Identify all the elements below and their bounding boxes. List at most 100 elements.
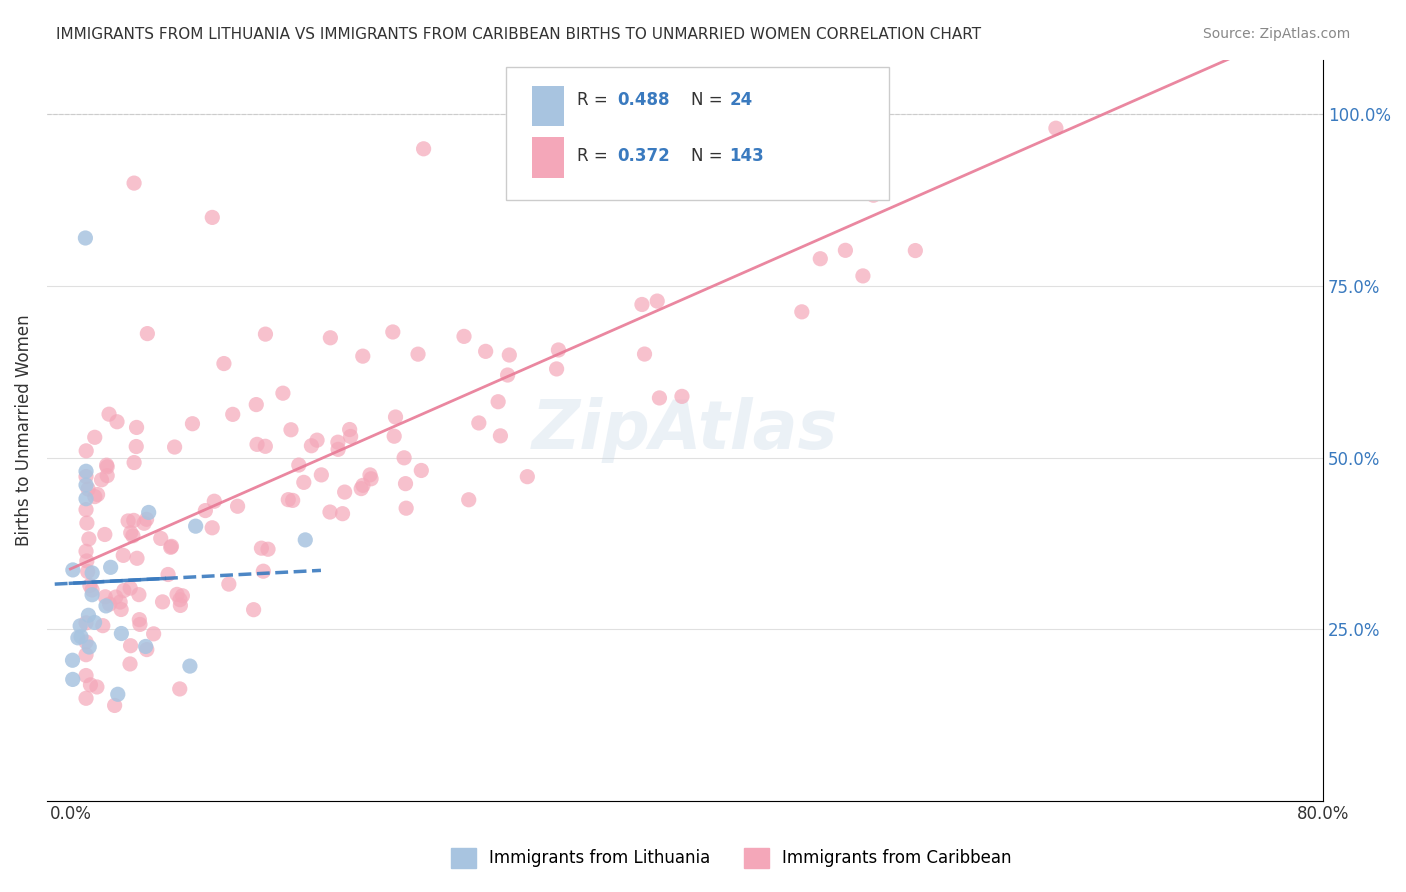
Point [412,142,434,156]
Point [392,450,415,465]
Text: 0.488: 0.488 [617,91,669,110]
Point [496,368,519,382]
Point [90,473,112,487]
Point [83,490,105,504]
Point [80,582,103,597]
Point [808,252,831,266]
Point [142,627,165,641]
Point [222,408,245,422]
Text: IMMIGRANTS FROM LITHUANIA VS IMMIGRANTS FROM CARIBBEAN BIRTHS TO UNMARRIED WOMEN: IMMIGRANTS FROM LITHUANIA VS IMMIGRANTS … [56,27,981,42]
Point [246,437,269,451]
Point [69,619,91,633]
Point [96,468,118,483]
Point [107,687,129,701]
Point [77,532,100,546]
Point [66,631,89,645]
Point [128,588,150,602]
Point [76,516,98,530]
Text: 143: 143 [730,147,765,165]
Point [218,577,240,591]
Point [292,475,315,490]
Point [75,691,97,706]
Point [1045,121,1067,136]
Point [516,469,538,483]
Point [319,331,342,345]
Point [135,642,157,657]
Point [159,541,181,555]
Point [122,529,145,543]
Point [474,344,496,359]
Point [86,487,108,501]
Point [75,668,97,682]
Point [138,505,160,519]
Text: ZipAtlas: ZipAtlas [531,397,838,463]
Text: 24: 24 [730,91,754,110]
Point [122,513,145,527]
Point [257,542,280,557]
Point [179,659,201,673]
Point [122,456,145,470]
Point [122,176,145,190]
Point [311,467,333,482]
Text: R =: R = [576,147,613,165]
Point [83,615,105,630]
Point [117,514,139,528]
Point [381,325,404,339]
Point [70,630,93,644]
Point [468,416,491,430]
Point [326,442,349,457]
Point [77,640,100,654]
Point [112,549,135,563]
Point [333,485,356,500]
Point [226,500,249,514]
Point [852,268,875,283]
Point [91,618,114,632]
Point [457,492,479,507]
Point [118,657,141,671]
Point [62,673,84,687]
Point [645,294,668,309]
Point [184,519,207,533]
Point [75,635,97,649]
Point [359,467,381,482]
Point [80,588,103,602]
Point [252,564,274,578]
Point [86,680,108,694]
Point [82,566,104,580]
Point [75,491,97,506]
Point [212,357,235,371]
Text: R =: R = [576,91,613,110]
Point [100,560,122,574]
Point [254,327,277,342]
Point [76,554,98,568]
Point [453,329,475,343]
Point [766,121,789,136]
Point [486,394,509,409]
Point [83,430,105,444]
Point [169,599,191,613]
Point [75,464,97,478]
Point [129,617,152,632]
Point [75,544,97,558]
Point [62,653,84,667]
Point [98,407,121,421]
Text: 0.372: 0.372 [617,147,671,165]
Point [108,595,131,609]
Point [280,423,302,437]
Point [254,439,277,453]
Point [498,348,520,362]
Point [172,589,194,603]
Point [135,640,157,654]
Point [96,459,118,474]
Point [319,505,342,519]
Point [307,433,329,447]
Point [384,410,406,425]
Point [169,592,191,607]
Point [299,439,322,453]
Point [125,440,148,454]
Point [245,398,267,412]
Point [152,595,174,609]
Point [543,182,565,196]
Point [75,648,97,662]
Point [546,362,568,376]
